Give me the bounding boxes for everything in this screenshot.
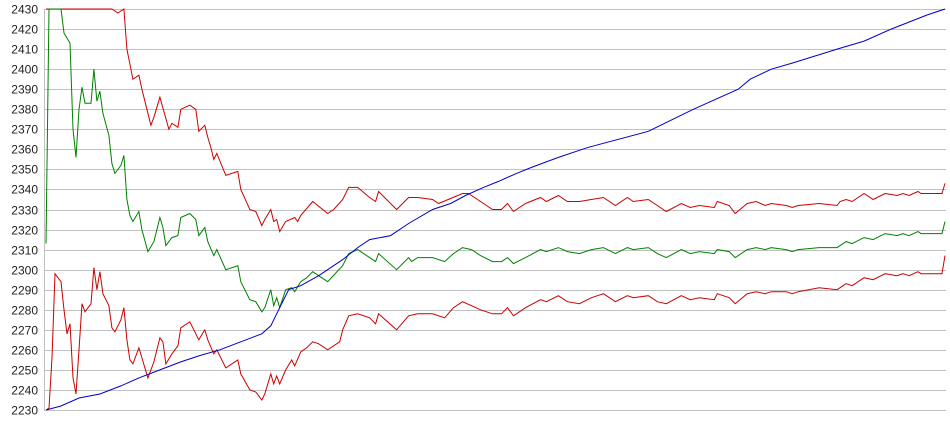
y-tick-label: 2250 bbox=[11, 364, 38, 378]
y-tick-label: 2410 bbox=[11, 43, 38, 57]
series-line-4 bbox=[45, 8, 946, 411]
y-tick-label: 2260 bbox=[11, 344, 38, 358]
y-tick-label: 2330 bbox=[11, 204, 38, 218]
y-tick-label: 2280 bbox=[11, 304, 38, 318]
series-line-1 bbox=[46, 8, 946, 233]
plot-area bbox=[45, 8, 946, 411]
y-tick-label: 2390 bbox=[11, 83, 38, 97]
series-line-2 bbox=[45, 8, 946, 313]
y-tick-label: 2300 bbox=[11, 264, 38, 278]
y-tick-label: 2240 bbox=[11, 384, 38, 398]
y-tick-label: 2290 bbox=[11, 284, 38, 298]
y-tick-label: 2430 bbox=[11, 3, 38, 17]
y-tick-label: 2350 bbox=[11, 163, 38, 177]
y-tick-label: 2230 bbox=[11, 404, 38, 418]
y-tick-label: 2340 bbox=[11, 183, 38, 197]
y-tick-label: 2360 bbox=[11, 143, 38, 157]
y-tick-label: 2270 bbox=[11, 324, 38, 338]
y-tick-label: 2310 bbox=[11, 244, 38, 258]
y-tick-label: 2320 bbox=[11, 224, 38, 238]
y-tick-label: 2370 bbox=[11, 123, 38, 137]
y-tick-label: 2400 bbox=[11, 63, 38, 77]
y-tick-label: 2420 bbox=[11, 23, 38, 37]
series-line-3 bbox=[45, 255, 946, 411]
y-axis: 2430 2420 2410 2400 2390 2380 2370 2360 2350 2340… bbox=[11, 3, 38, 418]
y-tick-label: 2380 bbox=[11, 103, 38, 117]
